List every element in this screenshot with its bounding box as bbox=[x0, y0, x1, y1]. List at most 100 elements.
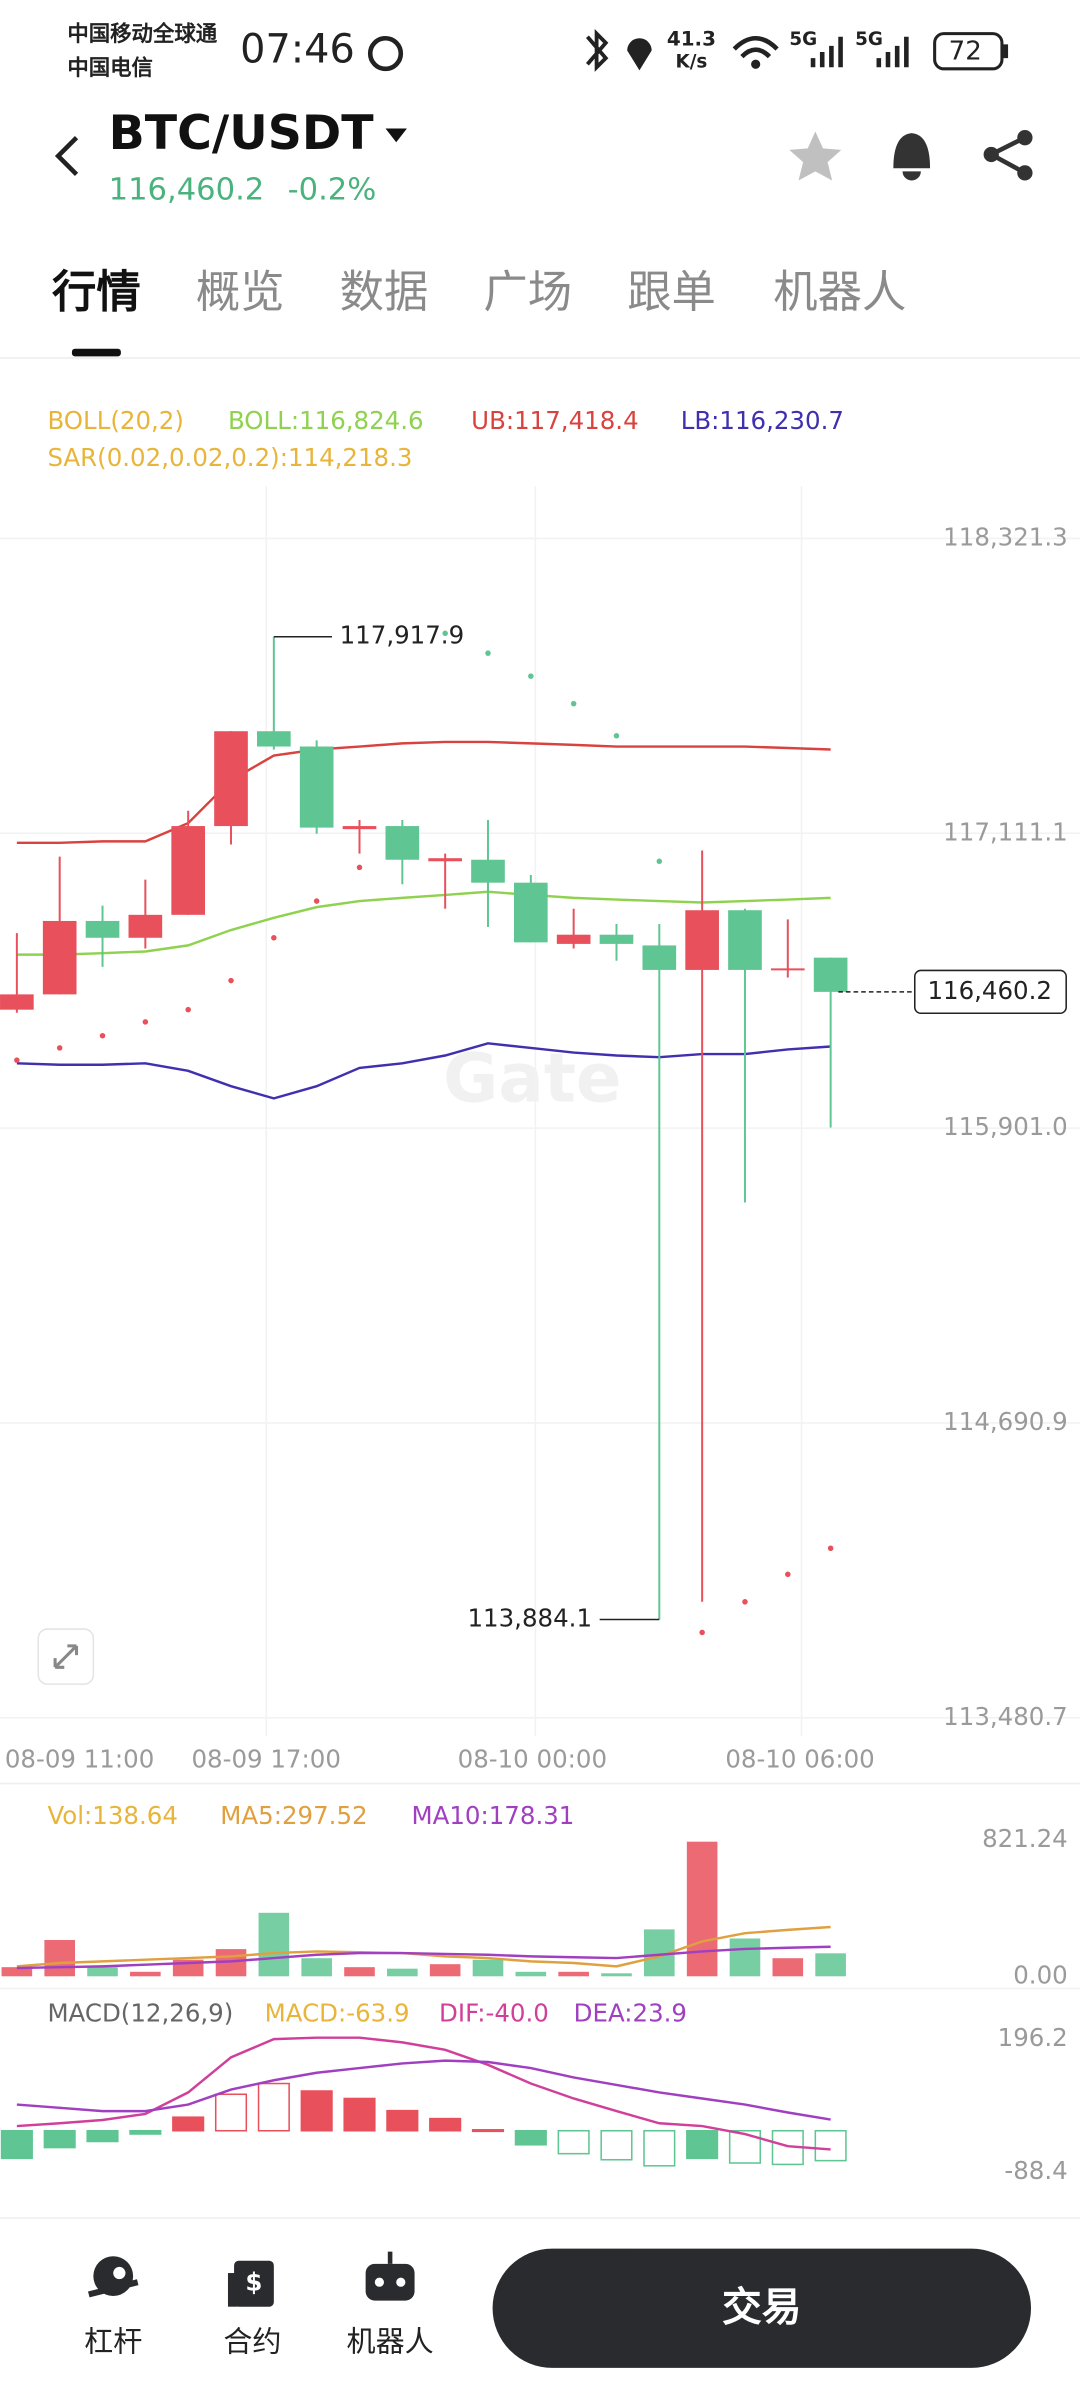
contract-icon[interactable]: $ bbox=[227, 2260, 274, 2307]
x-tick-label: 08-09 11:00 bbox=[5, 1745, 154, 1774]
macd-bar bbox=[86, 2129, 119, 2143]
nav-label[interactable]: 杠杆 bbox=[84, 2324, 142, 2358]
nav-label[interactable]: 机器人 bbox=[347, 2324, 434, 2358]
macd-bar bbox=[557, 2129, 590, 2155]
sar-dot bbox=[271, 935, 277, 941]
tab[interactable]: 概览 bbox=[196, 267, 285, 318]
sar-dot bbox=[228, 977, 234, 984]
volume-bar bbox=[87, 1967, 118, 1977]
header-change: -0.2% bbox=[288, 173, 377, 208]
macd-bar bbox=[471, 2129, 505, 2133]
volume-chart: Vol:138.64 MA5:297.52 MA10:178.31 821.24 0.0… bbox=[1, 1801, 1068, 1989]
nav-label[interactable]: 合约 bbox=[223, 2324, 281, 2358]
signal-label: 5G bbox=[789, 29, 817, 50]
sar-dot bbox=[827, 1545, 834, 1552]
macd-bar bbox=[257, 2082, 290, 2132]
low-label: 113,884.1 bbox=[467, 1603, 592, 1632]
favorite-button[interactable] bbox=[789, 131, 842, 181]
candle-body bbox=[728, 910, 762, 970]
candle-body bbox=[342, 826, 377, 830]
candle-body bbox=[642, 945, 677, 970]
volume-bar bbox=[686, 1841, 718, 1977]
watermark: Gate bbox=[443, 1040, 621, 1118]
sar-dot bbox=[785, 1571, 791, 1578]
macd-bar bbox=[429, 2117, 462, 2132]
sar-dot bbox=[699, 1629, 705, 1636]
back-button[interactable] bbox=[54, 136, 79, 177]
tab[interactable]: 机器人 bbox=[773, 267, 906, 318]
volume-bar bbox=[258, 1912, 290, 1977]
macd-bar bbox=[172, 2116, 205, 2132]
candle-body bbox=[556, 934, 591, 944]
y-tick-label: 821.24 bbox=[982, 1824, 1068, 1853]
alert-button[interactable] bbox=[893, 133, 931, 181]
volume-bar bbox=[429, 1964, 461, 1977]
expand-button[interactable] bbox=[37, 1628, 95, 1685]
macd-legend: MACD(12,26,9) bbox=[47, 1999, 233, 2028]
trade-button-label[interactable]: 交易 bbox=[722, 2284, 802, 2330]
sar-dot bbox=[613, 733, 620, 739]
candle-body bbox=[299, 746, 334, 828]
sar-dot bbox=[56, 1045, 63, 1051]
tab[interactable]: 行情 bbox=[52, 267, 141, 318]
dea-line bbox=[16, 2059, 831, 2121]
volume-bar bbox=[387, 1968, 418, 1977]
volume-bar bbox=[472, 1959, 504, 1977]
macd-chart: MACD(12,26,9) MACD:-63.9 DIF:-40.0 DEA:23.9… bbox=[0, 1999, 1068, 2185]
boll-lower-line bbox=[16, 1042, 831, 1100]
sar-dot bbox=[442, 630, 448, 637]
volume-bar bbox=[301, 1958, 332, 1977]
candle-body bbox=[42, 920, 77, 995]
carrier: 中国移动全球通 bbox=[67, 21, 217, 47]
macd-legend: DIF:-40.0 bbox=[439, 1999, 549, 2028]
ma10-line bbox=[16, 1945, 831, 1970]
boll-upper-line bbox=[16, 740, 831, 845]
y-tick-label: 117,111.1 bbox=[943, 817, 1068, 846]
signal-label: 5G bbox=[855, 29, 883, 50]
sar-dot bbox=[570, 700, 577, 707]
sar-dot bbox=[528, 673, 534, 679]
macd-bar bbox=[600, 2129, 633, 2161]
speed-unit: K/s bbox=[676, 52, 708, 73]
tab[interactable]: 广场 bbox=[483, 267, 572, 318]
candle-body bbox=[471, 859, 505, 883]
signal-bars bbox=[876, 36, 909, 68]
candle-body bbox=[813, 957, 848, 992]
macd-bar bbox=[514, 2129, 547, 2146]
macd-bar bbox=[214, 2093, 248, 2132]
share-button[interactable] bbox=[983, 130, 1033, 181]
trade-button[interactable] bbox=[492, 2248, 1032, 2368]
high-label: 117,917.9 bbox=[340, 621, 465, 650]
sar-label: SAR(0.02,0.02,0.2):114,218.3 bbox=[47, 443, 412, 472]
pair-title[interactable]: BTC/USDT bbox=[109, 106, 375, 161]
candle-body bbox=[513, 882, 548, 943]
candle-body bbox=[685, 910, 719, 970]
boll-lower-label: LB:116,230.7 bbox=[681, 406, 844, 435]
volume-bar bbox=[601, 1973, 632, 1977]
alarm-icon bbox=[367, 35, 404, 72]
candle-body bbox=[128, 914, 163, 938]
robot-icon[interactable] bbox=[365, 2251, 415, 2301]
macd-bar bbox=[129, 2129, 162, 2135]
candle-body bbox=[214, 731, 248, 827]
sar-dot bbox=[356, 864, 363, 871]
tab-indicator bbox=[71, 348, 121, 357]
candle-body bbox=[428, 858, 462, 862]
wifi-dot bbox=[751, 59, 761, 69]
x-tick-label: 08-10 06:00 bbox=[725, 1745, 874, 1774]
macd-legend: MACD:-63.9 bbox=[265, 1999, 410, 2028]
macd-bar bbox=[343, 2097, 376, 2132]
macd-bar bbox=[728, 2129, 762, 2164]
ma5-line bbox=[16, 1925, 831, 1968]
tab[interactable]: 跟单 bbox=[627, 267, 716, 318]
tab[interactable]: 数据 bbox=[340, 267, 429, 318]
bluetooth-icon bbox=[585, 29, 609, 72]
macd-legend: DEA:23.9 bbox=[574, 1999, 687, 2028]
dropdown-arrow[interactable] bbox=[385, 128, 407, 143]
y-tick-label: 115,901.0 bbox=[943, 1112, 1068, 1141]
leverage-icon[interactable] bbox=[88, 2256, 139, 2298]
volume-bar bbox=[44, 1939, 75, 1977]
volume-bar bbox=[515, 1971, 547, 1977]
sar-dot bbox=[742, 1599, 748, 1605]
